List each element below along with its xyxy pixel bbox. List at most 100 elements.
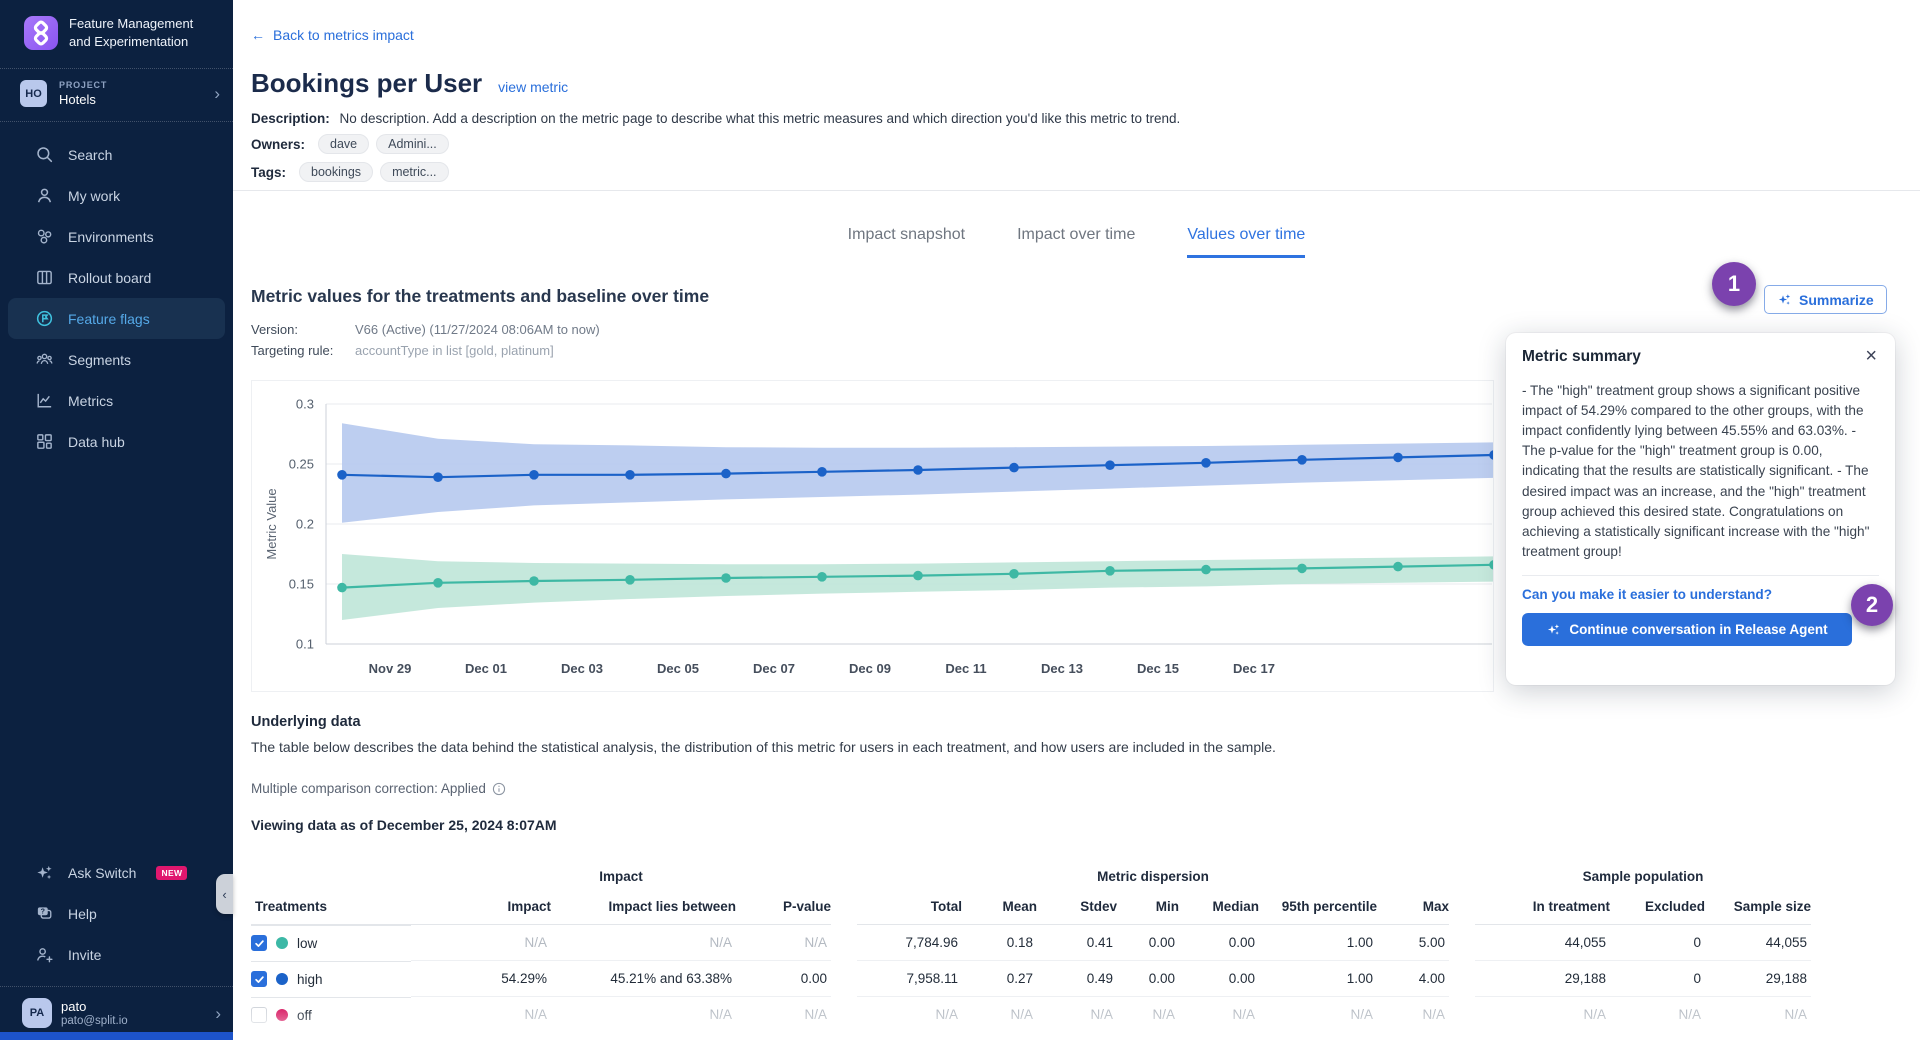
table-cell: N/A <box>1610 996 1706 1033</box>
treatment-checkbox[interactable] <box>251 935 267 951</box>
info-icon[interactable] <box>492 782 506 796</box>
treatment-color-dot <box>276 973 288 985</box>
table-cell: N/A <box>411 923 551 961</box>
project-label: PROJECT <box>59 80 108 90</box>
table-cell: 4.00 <box>1377 960 1450 997</box>
sidebar-item-rollout-board[interactable]: Rollout board <box>8 257 225 298</box>
col-p-value: P-value <box>736 890 832 925</box>
col-treatments: Treatments <box>251 890 411 925</box>
back-link[interactable]: ← Back to metrics impact <box>251 27 414 43</box>
svg-text:Dec 11: Dec 11 <box>945 661 986 676</box>
table-cell: 29,188 <box>1705 960 1812 997</box>
description-text: No description. Add a description on the… <box>339 111 1181 126</box>
viewing-data-timestamp: Viewing data as of December 25, 2024 8:0… <box>251 817 557 833</box>
col-sample-size: Sample size <box>1705 890 1812 925</box>
svg-text:Dec 17: Dec 17 <box>1233 661 1275 676</box>
treatment-cell: off <box>251 996 411 1033</box>
owner-chip: dave <box>318 134 370 154</box>
user-menu[interactable]: PA pato pato@split.io › <box>0 992 233 1034</box>
summarize-button[interactable]: Summarize <box>1764 285 1887 314</box>
table-cell: N/A <box>1705 996 1812 1033</box>
sidebar-collapse-handle[interactable]: ‹ <box>216 874 233 914</box>
treatment-cell: low <box>251 924 411 961</box>
table-cell: 0.00 <box>1179 960 1260 997</box>
table-cell: 0.00 <box>1179 923 1260 961</box>
underlying-data-heading: Underlying data <box>251 714 361 730</box>
tab-impact-snapshot[interactable]: Impact snapshot <box>847 226 966 243</box>
underlying-data-table: Impact Metric dispersion Sample populati… <box>251 862 1812 1033</box>
sidebar-item-environments[interactable]: Environments <box>8 216 225 257</box>
new-badge: NEW <box>156 865 188 880</box>
treatment-color-dot <box>276 1009 288 1021</box>
sparkles-icon <box>1548 624 1560 635</box>
tags-row: Tags: bookings metric... <box>251 162 449 182</box>
svg-text:Dec 05: Dec 05 <box>657 661 699 676</box>
col-total: Total <box>857 890 963 925</box>
table-cell: N/A <box>857 996 963 1033</box>
treatment-name: off <box>297 1007 312 1023</box>
col-impact-lies-between: Impact lies between <box>551 890 736 925</box>
sidebar-item-metrics[interactable]: Metrics <box>8 380 225 421</box>
tag-chip: metric... <box>380 162 449 182</box>
brand-text: Feature Management and Experimentation <box>69 16 194 49</box>
annotation-step-2: 2 <box>1851 584 1893 626</box>
sidebar-divider <box>0 68 233 69</box>
table-cell: 7,958.11 <box>857 960 963 997</box>
svg-text:Dec 13: Dec 13 <box>1041 661 1083 676</box>
table-cell: 7,784.96 <box>857 923 963 961</box>
svg-text:0.1: 0.1 <box>296 637 314 652</box>
back-link-label: Back to metrics impact <box>273 27 414 43</box>
table-cell: N/A <box>411 996 551 1033</box>
sidebar-divider <box>0 986 233 987</box>
page-title: Bookings per User <box>251 68 483 98</box>
col-min: Min <box>1117 890 1180 925</box>
sidebar-item-label: Ask Switch <box>68 864 137 881</box>
sidebar-item-label: Search <box>68 146 113 163</box>
sparkles-icon <box>1778 294 1791 305</box>
project-switcher[interactable]: HO PROJECT Hotels › <box>20 80 220 107</box>
sidebar-item-label: Segments <box>68 351 132 368</box>
sidebar-item-help[interactable]: ? Help <box>8 893 225 934</box>
person-icon <box>37 188 52 203</box>
treatment-checkbox[interactable] <box>251 1007 267 1023</box>
group-header-metric-dispersion: Metric dispersion <box>1097 868 1209 884</box>
svg-text:?: ? <box>41 908 45 916</box>
sidebar-item-label: Invite <box>68 946 102 963</box>
sidebar-item-feature-flags[interactable]: Feature flags <box>8 298 225 339</box>
panel-divider <box>1522 574 1879 576</box>
svg-text:0.2: 0.2 <box>296 517 314 532</box>
treatment-checkbox[interactable] <box>251 971 267 987</box>
sidebar-item-search[interactable]: Search <box>8 134 225 175</box>
easier-to-understand-link[interactable]: Can you make it easier to understand? <box>1522 586 1773 602</box>
table-cell: N/A <box>736 996 832 1033</box>
version-label: Version: <box>251 322 298 337</box>
sidebar-item-label: Rollout board <box>68 269 152 286</box>
col-in-treatment: In treatment <box>1475 890 1611 925</box>
svg-text:Dec 03: Dec 03 <box>561 661 603 676</box>
table-cell: 29,188 <box>1475 960 1611 997</box>
underlying-data-paragraph: The table below describes the data behin… <box>251 739 1276 755</box>
table-cell: 45.21% and 63.38% <box>551 960 736 997</box>
tab-bar: Impact snapshot Impact over time Values … <box>233 226 1920 258</box>
sidebar-item-label: Metrics <box>68 392 114 409</box>
view-metric-link[interactable]: view metric <box>498 79 569 95</box>
sidebar-item-label: Data hub <box>68 433 125 450</box>
avatar: PA <box>22 998 52 1028</box>
col-impact: Impact <box>411 890 551 925</box>
col-stdev: Stdev <box>1037 890 1118 925</box>
table-row: low N/A N/A N/A 7,784.96 0.18 0.41 0.00 0.00 1.00… <box>251 923 1812 961</box>
sidebar-item-invite[interactable]: Invite <box>8 934 225 975</box>
sidebar-item-segments[interactable]: Segments <box>8 339 225 380</box>
sidebar-item-my-work[interactable]: My work <box>8 175 225 216</box>
tab-values-over-time[interactable]: Values over time <box>1187 226 1306 258</box>
tab-impact-over-time[interactable]: Impact over time <box>1017 226 1136 243</box>
correction-row: Multiple comparison correction: Applied <box>251 781 506 796</box>
close-icon[interactable]: × <box>1865 345 1877 367</box>
header-divider <box>233 190 1920 191</box>
continue-conversation-button[interactable]: Continue conversation in Release Agent <box>1522 612 1852 646</box>
col-95th-percentile: 95th percentile <box>1259 890 1378 925</box>
sidebar-item-ask-switch[interactable]: Ask Switch NEW <box>8 852 225 893</box>
col-max: Max <box>1377 890 1450 925</box>
sidebar-item-data-hub[interactable]: Data hub <box>8 421 225 462</box>
table-cell: 1.00 <box>1259 923 1378 961</box>
